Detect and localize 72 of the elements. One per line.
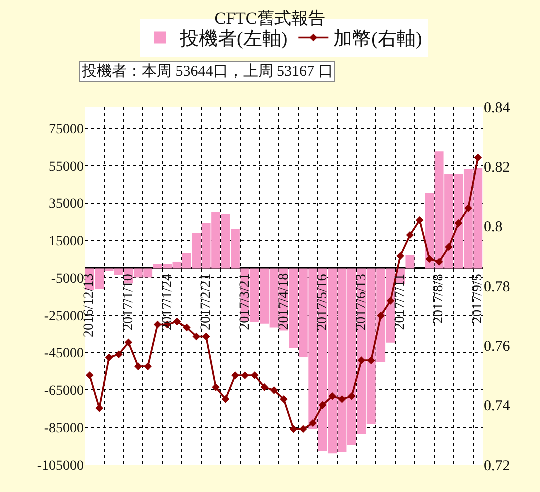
- x-tick-label: 2017/2/21: [199, 274, 214, 331]
- y-tick-label: -45000: [44, 346, 84, 362]
- bar: [406, 255, 415, 269]
- point: [241, 372, 250, 380]
- x-tick-label: 2017/6/13: [354, 274, 370, 331]
- y-tick-label: -85000: [44, 422, 84, 437]
- point: [300, 425, 308, 434]
- x-tick-label: 2016/12/13: [82, 274, 98, 338]
- point: [173, 318, 182, 326]
- point: [105, 354, 114, 362]
- chart-title: CFTC舊式報告: [214, 9, 326, 28]
- y-tick-label: -5000: [51, 272, 84, 287]
- point: [192, 332, 201, 341]
- x-tick-label: 2017/1/24: [160, 274, 176, 331]
- point: [416, 216, 424, 224]
- point: [338, 395, 346, 404]
- y-tick-label: 75000: [49, 122, 84, 138]
- text: 投機者：本周 53644口，上周 53167 口: [81, 63, 334, 80]
- point: [212, 384, 220, 392]
- point: [115, 350, 123, 359]
- point: [280, 395, 288, 404]
- point: [222, 395, 230, 404]
- y-tick-label: 55000: [49, 160, 84, 175]
- y2-tick-label: 0.72: [484, 458, 510, 474]
- point: [406, 231, 414, 240]
- point: [348, 392, 356, 400]
- x-tick-label: 2017/5/16: [316, 274, 331, 332]
- point: [250, 372, 259, 380]
- point: [464, 204, 472, 212]
- y-tick-label: -25000: [44, 309, 84, 324]
- point: [290, 425, 298, 434]
- x-tick-label: 2017/7/11: [392, 274, 408, 330]
- y-tick-label: -65000: [44, 384, 84, 400]
- point: [144, 362, 152, 370]
- point: [270, 386, 278, 394]
- point: [134, 362, 142, 370]
- point: [367, 356, 376, 364]
- point: [426, 255, 434, 264]
- y-tick-label: 15000: [49, 234, 84, 250]
- point: [309, 419, 318, 428]
- point: [435, 258, 444, 266]
- y2-tick-label: 0.82: [484, 160, 510, 176]
- y2-tick-label: 0.78: [484, 279, 510, 296]
- x-tick-label: 2017/8/8: [432, 274, 447, 324]
- point: [396, 252, 404, 260]
- y2-tick-label: 0.8: [484, 220, 503, 236]
- point: [328, 392, 336, 400]
- x-tick-label: 2017/1/10: [121, 274, 136, 331]
- point: [474, 154, 482, 162]
- point: [202, 332, 210, 341]
- point: [445, 243, 453, 252]
- point: [260, 384, 268, 392]
- y2-tick-label: 0.84: [484, 100, 511, 116]
- legend-label: 加幣(右軸): [334, 29, 422, 50]
- point: [386, 297, 395, 305]
- y-tick-label: -105000: [37, 458, 84, 474]
- x-tick-label: 2017/3/21: [238, 274, 253, 330]
- point: [154, 320, 162, 329]
- point: [86, 372, 94, 380]
- point: [232, 372, 240, 380]
- point: [183, 324, 191, 332]
- y2-tick-label: 0.74: [484, 398, 511, 415]
- x-tick-label: 2017/4/18: [276, 273, 292, 330]
- y2-tick-label: 0.76: [484, 338, 511, 355]
- point: [318, 401, 327, 410]
- point: [358, 356, 366, 364]
- legend-label: 投機者(左軸): [179, 29, 288, 50]
- x-tick-label: 2017/9/5: [470, 274, 486, 324]
- point: [377, 312, 385, 320]
- y-tick-label: 35000: [49, 197, 84, 212]
- point: [124, 338, 133, 347]
- point: [454, 219, 463, 228]
